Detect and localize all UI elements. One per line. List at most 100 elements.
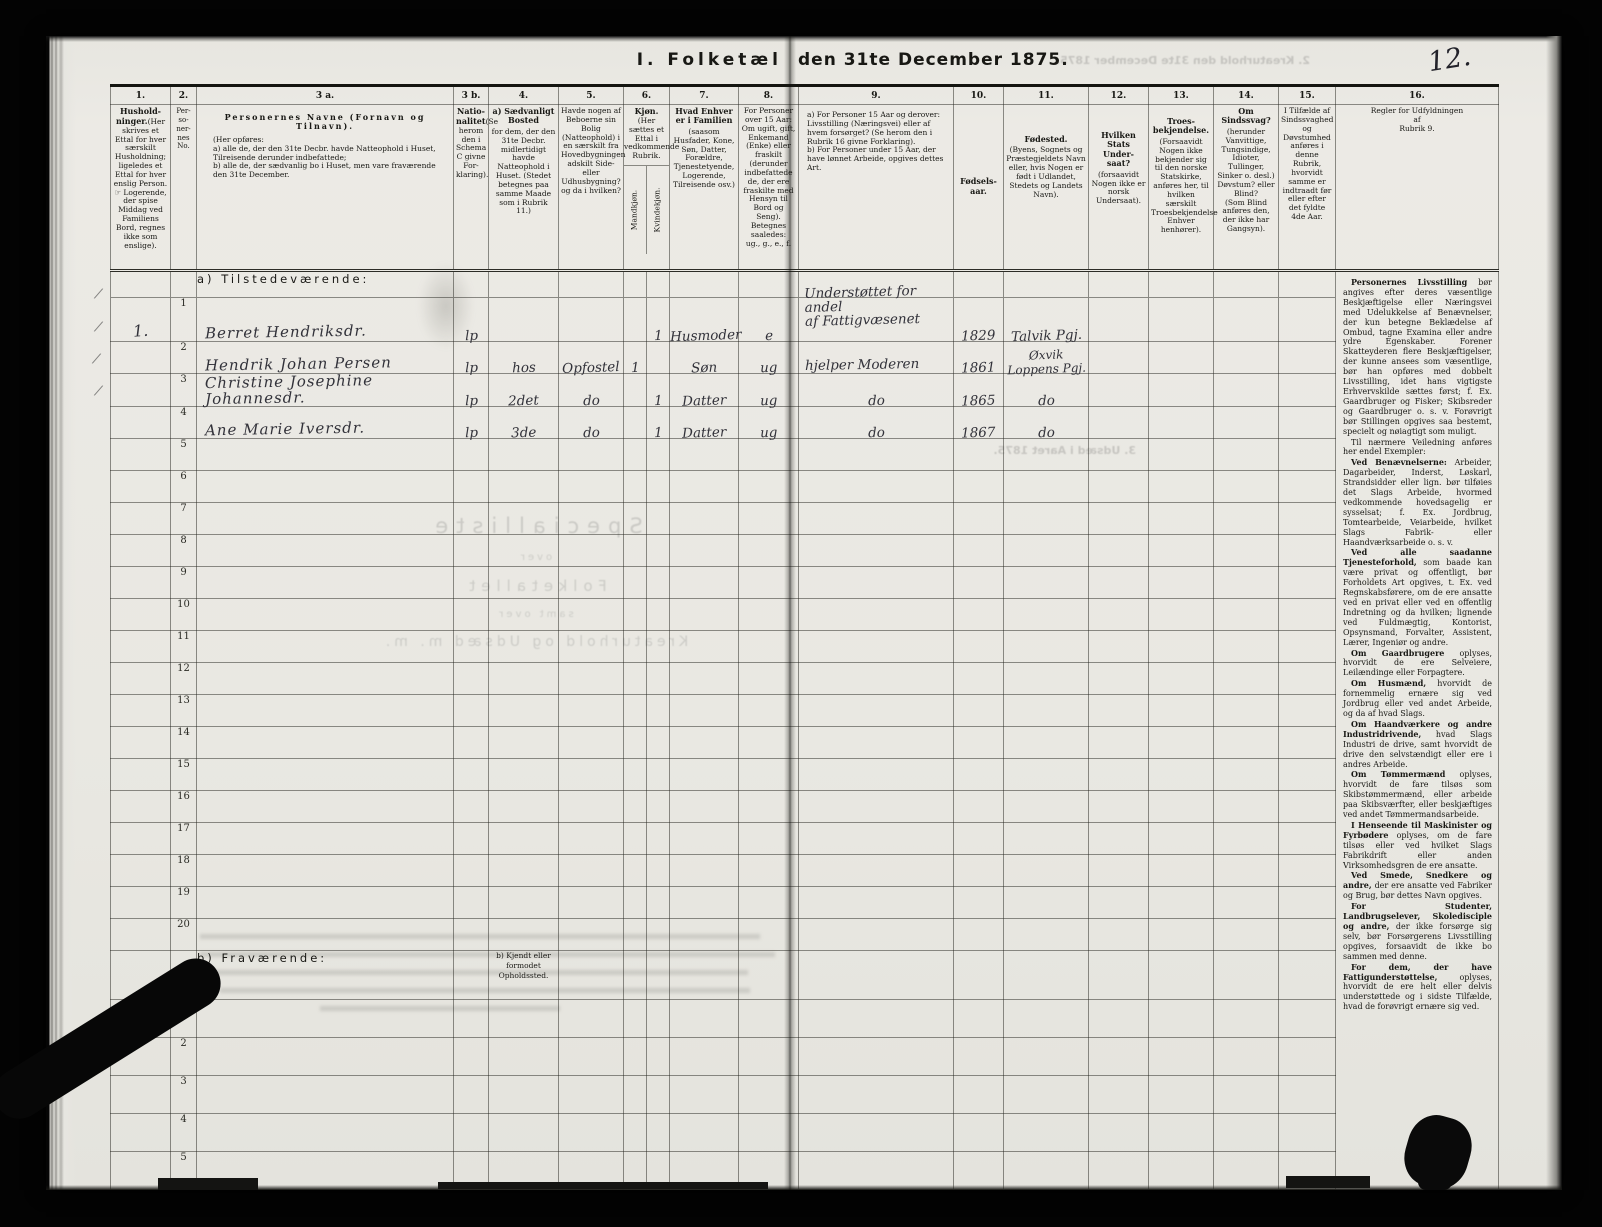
person-number-cell: 2: [170, 1037, 197, 1077]
empty-row: 11: [110, 630, 1499, 664]
empty-cell: [623, 502, 647, 536]
empty-cell: [1278, 854, 1336, 888]
empty-cell: [1148, 790, 1214, 824]
empty-cell: [196, 566, 454, 600]
empty-cell: [110, 1075, 171, 1115]
empty-cell: [623, 854, 647, 888]
empty-cell: [623, 534, 647, 568]
empty-cell: [110, 694, 171, 728]
col-num: 4.: [488, 84, 559, 105]
empty-cell: [110, 566, 171, 600]
empty-cell: [1003, 790, 1089, 824]
empty-cell: [453, 566, 489, 600]
empty-cell: [953, 1151, 1004, 1191]
empty-row: 12: [110, 662, 1499, 696]
birth-year-cell: 1867: [953, 406, 1004, 442]
empty-cell: [1003, 1151, 1089, 1191]
empty-cell: [798, 694, 954, 728]
empty-cell: [196, 1151, 454, 1191]
empty-cell: [1088, 1037, 1149, 1077]
section-b-label: b) Fraværende:: [196, 950, 454, 1001]
empty-cell: [953, 999, 1004, 1039]
empty-cell: [953, 758, 1004, 792]
empty-cell: [1088, 1075, 1149, 1115]
empty-cell: [623, 886, 647, 920]
empty-cell: [953, 502, 1004, 536]
empty-cell: [1003, 999, 1089, 1039]
empty-cell: [1088, 726, 1149, 760]
empty-cell: [1003, 438, 1089, 472]
col-num: 5.: [558, 84, 624, 105]
person-number-cell: 11: [170, 630, 197, 664]
empty-cell: [1148, 918, 1214, 952]
col-header-tilfaelde: I Tilfælde af Sindssvaghed og Døvstumhed…: [1278, 104, 1336, 272]
edge-smudge: [438, 1182, 768, 1189]
page-stack-edge-left: [46, 36, 76, 1190]
col-header-fodselsaar: Fødsels- aar.: [953, 104, 1004, 272]
empty-row: 2: [110, 1037, 1499, 1077]
empty-cell: [1148, 758, 1214, 792]
family-role-cell: Søn: [669, 341, 739, 377]
family-role-cell: Datter: [669, 373, 739, 410]
col-num: 13.: [1148, 84, 1214, 105]
instructions-column: Personernes Livsstilling bør angives eft…: [1335, 269, 1499, 1190]
empty-cell: [453, 470, 489, 504]
person-number-cell: 9: [170, 566, 197, 600]
empty-cell: [738, 534, 799, 568]
empty-cell: [1278, 534, 1336, 568]
col-header-husholdninger: Hushold- ninger.(Her skrives et Ettal fo…: [110, 104, 171, 272]
empty-cell: [1278, 999, 1336, 1039]
empty-cell: [1278, 1113, 1336, 1153]
empty-cell: [1213, 1151, 1279, 1191]
empty-cell: [1278, 1075, 1336, 1115]
nationality-cell: lp: [453, 341, 489, 377]
empty-cell: [1213, 502, 1279, 536]
empty-cell: [1148, 999, 1214, 1039]
empty-cell: [646, 438, 670, 472]
empty-cell: [646, 854, 670, 888]
empty-cell: [488, 438, 559, 472]
empty-cell: [953, 1113, 1004, 1153]
empty-cell: [196, 630, 454, 664]
empty-cell: [738, 438, 799, 472]
margin-tick: /: [94, 382, 103, 400]
person-number-cell: 2: [170, 341, 197, 375]
empty-cell: [669, 726, 739, 760]
empty-cell: [110, 502, 171, 536]
empty-cell: [738, 502, 799, 536]
empty-cell: [953, 822, 1004, 856]
empty-cell: [953, 470, 1004, 504]
empty-cell: [1148, 534, 1214, 568]
empty-cell: [558, 630, 624, 664]
empty-cell: [798, 1113, 954, 1153]
birthplace-cell: Talvik Pgj.: [1003, 296, 1089, 346]
empty-cell: [488, 918, 559, 952]
empty-cell: [669, 662, 739, 696]
empty-cell: [623, 918, 647, 952]
section-a-label: a) Tilstedeværende:: [196, 270, 454, 298]
male-cell: [623, 406, 647, 440]
empty-cell: [1088, 758, 1149, 792]
person-number-cell: 1: [170, 296, 197, 343]
empty-cell: [453, 630, 489, 664]
empty-row: 18: [110, 854, 1499, 888]
empty-cell: [646, 662, 670, 696]
person-number-cell: 10: [170, 598, 197, 632]
birth-year-cell: 1861: [953, 341, 1004, 377]
section-row-fravaerende: b) Fraværende: b) Kjendt eller formodet …: [110, 950, 1499, 1001]
empty-cell: [1278, 1151, 1336, 1191]
empty-cell: [953, 1075, 1004, 1115]
empty-cell: [558, 598, 624, 632]
occupation-cell: hjelper Moderen: [798, 341, 954, 375]
empty-cell: [623, 566, 647, 600]
empty-cell: [1148, 886, 1214, 920]
empty-cell: [669, 438, 739, 472]
empty-cell: [798, 886, 954, 920]
empty-cell: [558, 999, 624, 1039]
page-edge-right: [1546, 36, 1562, 1190]
empty-cell: [646, 470, 670, 504]
instruction-paragraph: For Studenter, Landbrugselever, Skoledis…: [1343, 901, 1492, 961]
empty-cell: [623, 630, 647, 664]
occupation-cell: Understøttet for andel af Fattigvæsenet: [798, 283, 954, 343]
empty-cell: [953, 886, 1004, 920]
